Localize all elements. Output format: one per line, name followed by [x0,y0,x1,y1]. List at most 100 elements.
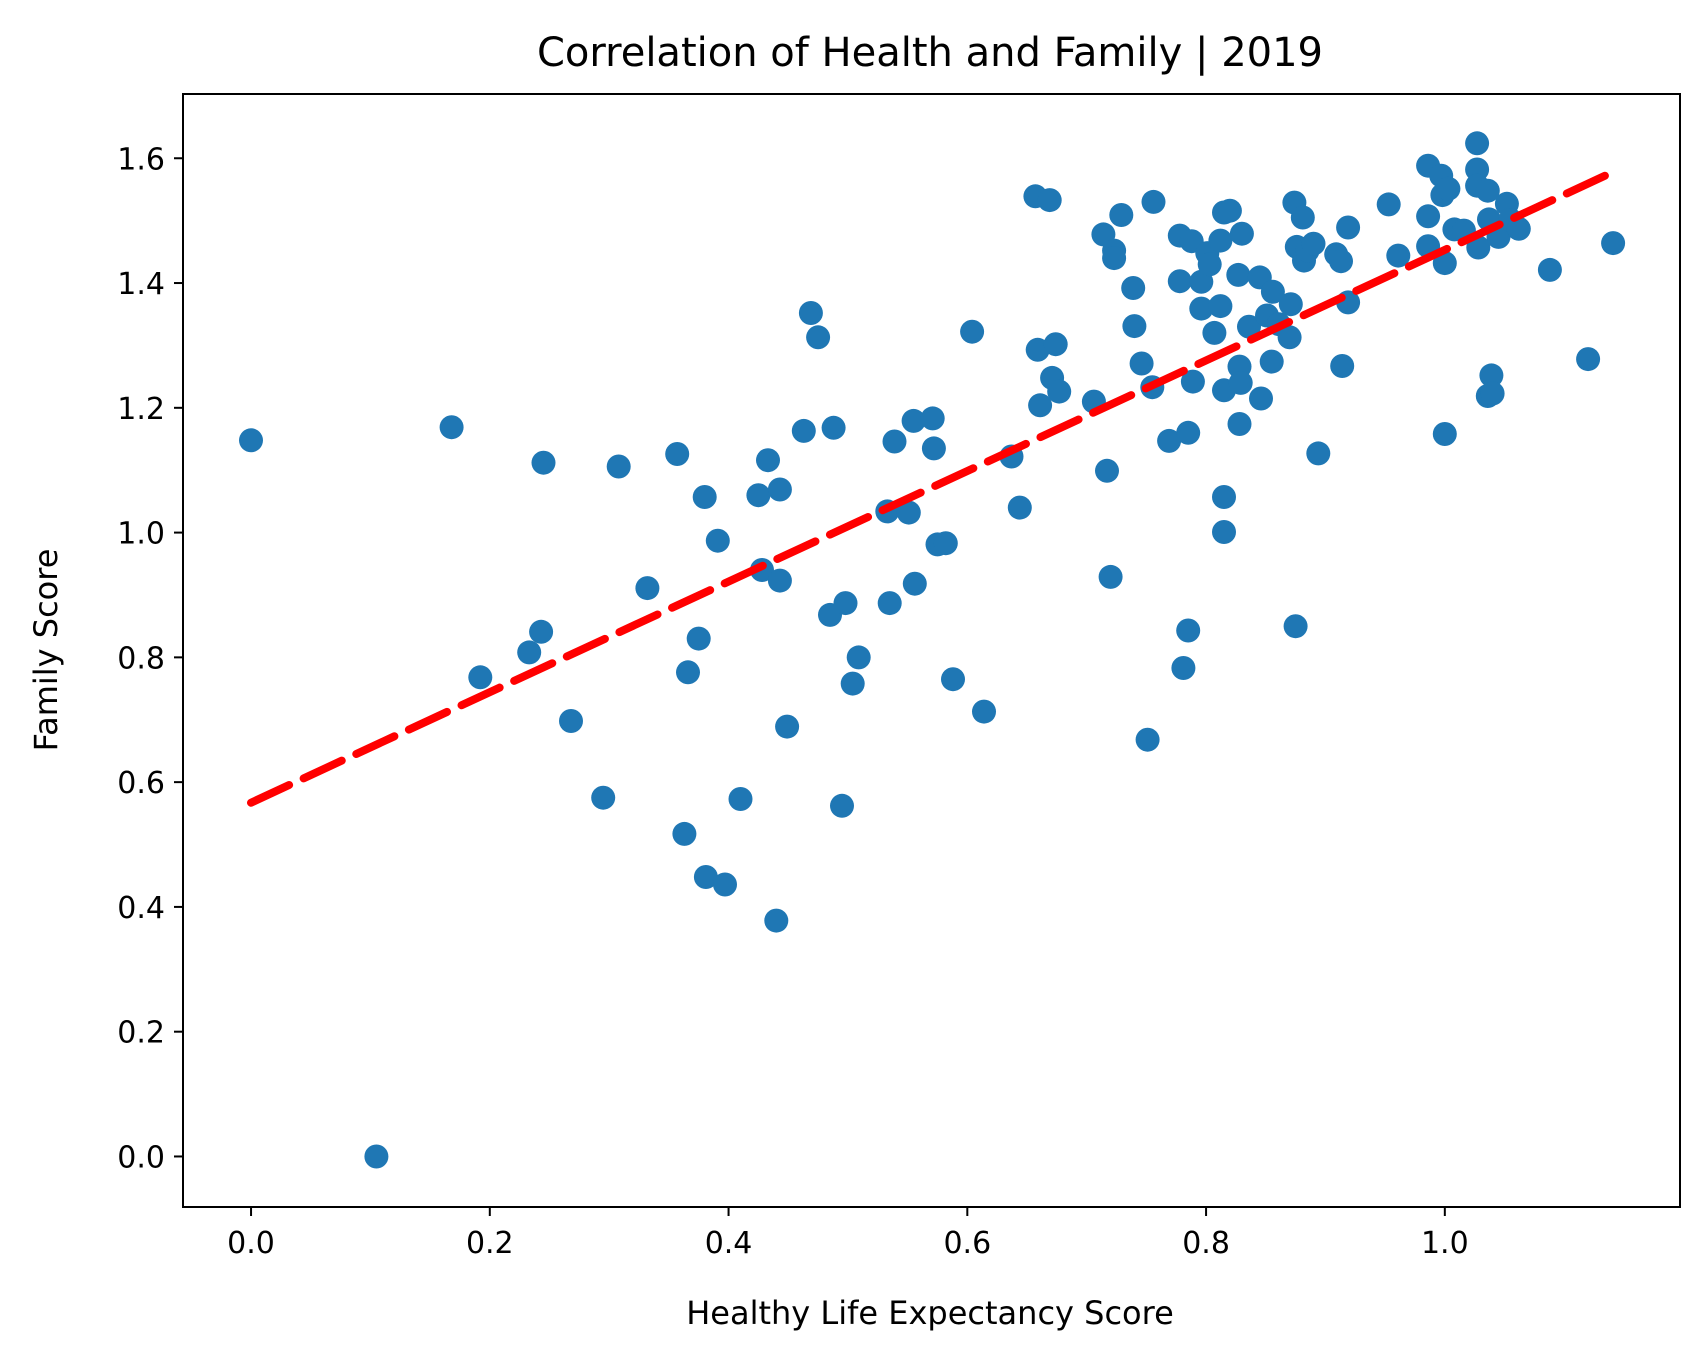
scatter-point [1135,727,1160,752]
scatter-point [713,872,737,897]
scatter-point [1129,351,1154,376]
scatter-point [1228,370,1253,395]
x-axis-label: Healthy Life Expectancy Score [686,1294,1174,1332]
x-tick-label: 0.6 [943,1226,991,1261]
scatter-point [1167,269,1192,294]
scatter-point [877,591,902,616]
scatter-point [756,448,780,473]
scatter-point [840,671,865,696]
scatter-point [1122,314,1147,339]
scatter-point [672,821,697,846]
scatter-point [1157,428,1182,453]
y-tick-label: 1.0 [117,517,165,552]
plot-frame [182,93,1681,1208]
scatter-point [920,406,945,431]
scatter-point [1479,363,1504,388]
scatter-point [902,571,927,596]
scatter-point [1336,215,1361,240]
scatter-point [746,483,771,508]
scatter-point [1306,441,1331,466]
y-tick-label: 1.4 [117,267,165,302]
scatter-point [468,665,493,690]
scatter-point [1576,347,1601,372]
scatter-point [1109,203,1134,227]
scatter-point [705,528,730,553]
scatter-point [1506,216,1531,241]
scatter-point [1043,332,1068,357]
scatter-point [1259,349,1284,374]
scatter-point [686,626,711,651]
y-tick-label: 0.2 [117,1016,165,1051]
scatter-point [635,576,660,601]
y-tick-label: 0.6 [117,766,165,801]
scatter-point [1098,564,1123,589]
scatter-point [921,436,946,461]
scatter-point [1330,354,1355,378]
y-axis-ticks: 0.0 0.2 0.4 0.6 0.8 1.0 1.2 1.4 1.6 [117,142,183,1175]
scatter-point [1208,228,1233,253]
scatter-point [529,619,554,644]
scatter-point [728,787,753,811]
scatter-point [1229,221,1254,246]
scatter-point [693,865,718,889]
scatter-point [901,408,926,433]
x-tick-label: 0.4 [705,1226,753,1261]
scatter-point [1028,393,1053,418]
scatter-point [1290,205,1315,230]
trend-line [247,168,1618,807]
scatter-point [1260,279,1285,304]
y-tick-label: 0.8 [117,641,165,676]
scatter-point [676,660,700,685]
scatter-point [1237,314,1261,339]
scatter-point [1037,188,1062,213]
scatter-point [1475,178,1500,203]
trend-line-layer [247,168,1618,807]
scatter-point [1277,325,1302,350]
scatter-point [364,1144,389,1169]
scatter-point [1102,246,1127,271]
y-tick-label: 0.0 [117,1140,165,1175]
scatter-point [1095,458,1119,483]
scatter-point [1202,320,1227,345]
scatter-point [1416,204,1441,229]
scatter-point [1007,495,1032,520]
x-tick-label: 0.8 [1182,1226,1230,1261]
scatter-point [775,714,800,739]
scatter-point [1121,276,1146,300]
scatter-point [1386,243,1411,268]
y-tick-label: 0.4 [117,891,165,926]
scatter-point [239,428,263,453]
scatter-point [665,442,690,466]
scatter-point [1047,379,1072,404]
scatter-point [1171,656,1196,680]
scatter-point [559,709,583,733]
x-tick-label: 0.2 [466,1226,514,1261]
scatter-point [896,500,921,525]
scatter-point [791,418,816,443]
scatter-point [764,908,789,933]
scatter-point [1212,520,1236,544]
scatter-point [1025,337,1050,362]
scatter-point [1249,386,1273,411]
scatter-point [531,450,556,475]
scatter-point [767,568,792,593]
scatter-point [1283,614,1308,639]
scatter-point [1176,618,1201,643]
scatter-points [239,131,1626,1169]
scatter-point [1180,369,1205,394]
scatter-point [591,785,616,810]
scatter-point [1226,262,1251,287]
scatter-point [1197,252,1222,277]
scatter-point [1601,231,1626,256]
scatter-point [1227,412,1252,436]
scatter-point [821,415,846,440]
scatter-point [1537,257,1562,282]
scatter-point [1208,294,1233,319]
x-axis-ticks: 0.0 0.2 0.4 0.6 0.8 1.0 [227,1207,1469,1261]
scatter-point [960,319,985,344]
scatter-point [882,429,907,454]
scatter-point [972,699,996,724]
scatter-point [833,591,858,616]
